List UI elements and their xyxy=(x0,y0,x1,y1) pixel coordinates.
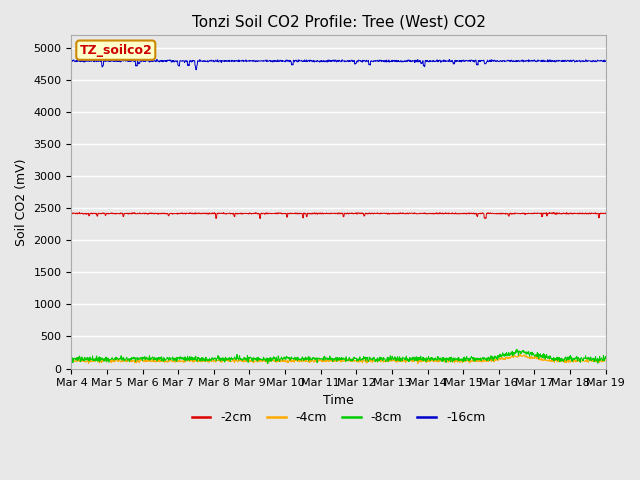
-4cm xyxy=(422,358,429,363)
-8cm xyxy=(68,356,76,362)
Line: -4cm: -4cm xyxy=(72,354,605,363)
-8cm xyxy=(264,360,271,366)
Text: TZ_soilco2: TZ_soilco2 xyxy=(79,44,152,57)
-2cm xyxy=(539,214,547,219)
Line: -8cm: -8cm xyxy=(72,349,605,363)
-2cm xyxy=(173,211,181,216)
-8cm xyxy=(513,347,521,352)
-4cm xyxy=(173,357,181,363)
Legend: -2cm, -4cm, -8cm, -16cm: -2cm, -4cm, -8cm, -16cm xyxy=(186,406,490,429)
-2cm xyxy=(492,211,499,216)
-2cm xyxy=(549,210,557,216)
-16cm xyxy=(422,58,429,63)
-16cm xyxy=(539,59,547,65)
-4cm xyxy=(68,357,76,363)
-4cm xyxy=(414,360,422,366)
-4cm xyxy=(539,357,547,362)
X-axis label: Time: Time xyxy=(323,394,354,407)
-8cm xyxy=(173,355,181,361)
-4cm xyxy=(602,357,609,363)
-8cm xyxy=(602,356,609,361)
-2cm xyxy=(68,211,76,216)
-8cm xyxy=(246,354,254,360)
-8cm xyxy=(492,354,499,360)
-2cm xyxy=(186,211,194,216)
-8cm xyxy=(539,354,547,360)
Y-axis label: Soil CO2 (mV): Soil CO2 (mV) xyxy=(15,158,28,246)
-4cm xyxy=(246,359,254,365)
-16cm xyxy=(602,59,609,64)
-2cm xyxy=(602,210,609,216)
-16cm xyxy=(445,57,453,62)
-16cm xyxy=(68,57,76,63)
-8cm xyxy=(186,354,194,360)
-16cm xyxy=(492,58,500,64)
-2cm xyxy=(422,211,429,216)
-4cm xyxy=(492,357,499,363)
-16cm xyxy=(192,67,200,72)
-4cm xyxy=(516,351,524,357)
-16cm xyxy=(186,58,194,63)
Line: -2cm: -2cm xyxy=(72,213,605,218)
-4cm xyxy=(186,358,194,363)
Title: Tonzi Soil CO2 Profile: Tree (West) CO2: Tonzi Soil CO2 Profile: Tree (West) CO2 xyxy=(191,15,486,30)
-8cm xyxy=(422,357,429,363)
-2cm xyxy=(246,211,254,216)
-2cm xyxy=(212,216,220,221)
-16cm xyxy=(246,58,254,63)
Line: -16cm: -16cm xyxy=(72,60,605,70)
-16cm xyxy=(173,58,181,64)
